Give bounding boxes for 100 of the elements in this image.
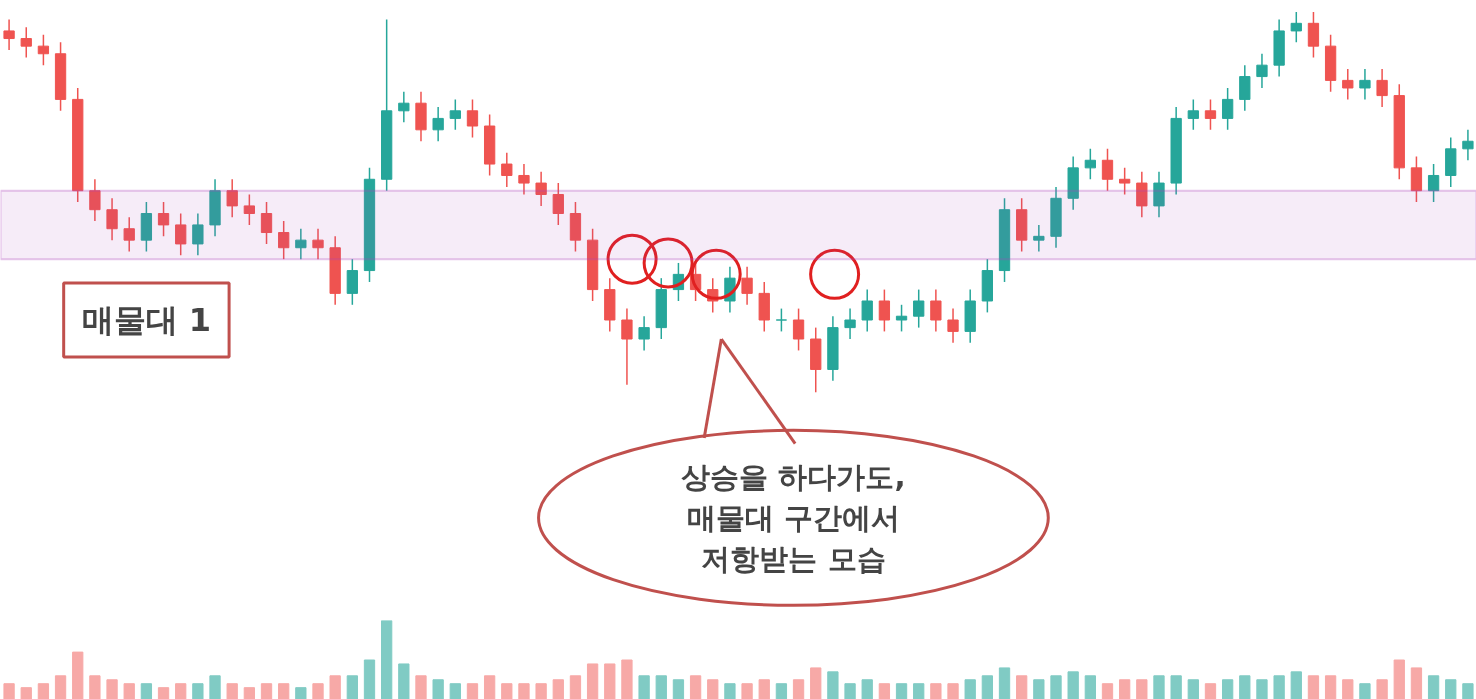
bar xyxy=(1050,675,1062,699)
candlestick xyxy=(775,307,788,333)
candlestick xyxy=(1256,53,1268,89)
candlestick xyxy=(398,91,410,123)
bar xyxy=(1136,679,1148,699)
bar xyxy=(1187,679,1199,699)
candlestick xyxy=(518,163,530,196)
candlestick xyxy=(1153,170,1165,219)
bar xyxy=(535,683,547,699)
bar xyxy=(1376,679,1388,699)
bar xyxy=(1445,679,1457,699)
bar xyxy=(827,671,839,699)
candlestick xyxy=(175,212,187,257)
candlestick xyxy=(3,18,15,51)
bar xyxy=(1119,679,1131,699)
candlestick xyxy=(1187,98,1199,131)
candlestick xyxy=(1239,64,1251,112)
bar xyxy=(175,683,187,699)
candlestick xyxy=(638,315,650,352)
bar xyxy=(295,687,307,699)
bar xyxy=(844,683,856,699)
bar xyxy=(106,679,118,699)
bar xyxy=(621,659,633,699)
bar xyxy=(604,663,616,699)
bar xyxy=(432,679,444,699)
candlestick xyxy=(466,98,479,139)
candlestick xyxy=(226,178,238,219)
bar xyxy=(260,683,273,699)
candlestick xyxy=(1307,11,1320,59)
candlestick xyxy=(432,106,444,142)
bar xyxy=(1290,671,1302,699)
bar xyxy=(72,651,84,699)
bar xyxy=(54,675,67,699)
candlestick xyxy=(1410,155,1423,203)
bar xyxy=(1033,679,1045,699)
bar xyxy=(638,675,650,699)
candlestick xyxy=(89,178,101,222)
candlestick xyxy=(1427,163,1440,203)
bar xyxy=(861,679,873,699)
bar xyxy=(518,683,530,699)
candlestick xyxy=(792,307,805,352)
candlestick xyxy=(312,227,324,260)
candlestick xyxy=(1033,224,1045,253)
bar xyxy=(1393,659,1405,699)
bar xyxy=(1359,683,1371,699)
candlestick xyxy=(895,304,908,333)
bar xyxy=(243,687,256,699)
bar xyxy=(1239,675,1251,699)
bar xyxy=(1273,675,1285,699)
bar xyxy=(895,683,908,699)
bar xyxy=(226,683,238,699)
bar xyxy=(775,683,788,699)
candlestick xyxy=(1342,68,1354,101)
candlestick xyxy=(192,212,204,257)
bar xyxy=(329,675,341,699)
text: 상승을 하다가도, 매물대 구간에서 저항받는 모습 xyxy=(681,460,906,576)
candlestick xyxy=(741,266,753,306)
bar xyxy=(449,683,461,699)
bar xyxy=(1016,675,1028,699)
bar xyxy=(878,683,891,699)
candlestick xyxy=(123,216,135,253)
bar xyxy=(157,687,170,699)
bar xyxy=(346,675,358,699)
bar xyxy=(792,679,805,699)
annotation: 매물대 1 xyxy=(81,301,212,340)
bar xyxy=(20,687,32,699)
candlestick xyxy=(20,26,32,59)
bar xyxy=(1084,675,1096,699)
bar xyxy=(947,683,959,699)
bar xyxy=(1067,671,1079,699)
bar xyxy=(1427,675,1440,699)
candlestick xyxy=(1376,68,1388,108)
bar xyxy=(1221,679,1234,699)
bar xyxy=(913,683,925,699)
candlestick xyxy=(621,307,633,386)
candlestick xyxy=(913,288,925,329)
bar xyxy=(1307,675,1320,699)
candlestick xyxy=(501,151,513,188)
candlestick xyxy=(1204,98,1217,131)
bar xyxy=(398,663,410,699)
candlestick xyxy=(278,220,290,260)
candlestick xyxy=(243,193,256,226)
bar xyxy=(278,683,290,699)
candlestick xyxy=(878,288,891,333)
bar xyxy=(930,683,942,699)
candlestick xyxy=(947,307,959,344)
bar xyxy=(1101,683,1114,699)
candlestick xyxy=(1359,68,1371,101)
bar xyxy=(672,679,685,699)
bar xyxy=(741,683,753,699)
candlestick xyxy=(106,197,118,241)
bar xyxy=(810,667,822,699)
bar xyxy=(998,667,1011,699)
candlestick xyxy=(844,307,856,340)
candlestick xyxy=(260,201,273,245)
bar xyxy=(123,683,135,699)
bar xyxy=(1462,683,1474,699)
candlestick xyxy=(1084,148,1096,181)
bar xyxy=(501,683,513,699)
bar xyxy=(1324,675,1337,699)
